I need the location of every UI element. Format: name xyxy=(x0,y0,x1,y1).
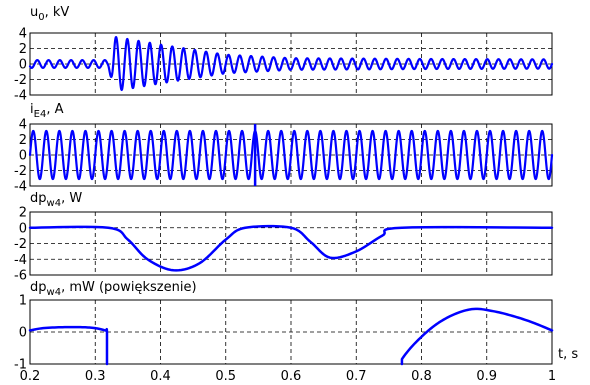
series-line-dpw4-w-0 xyxy=(28,224,554,272)
y-tick-label: 1 xyxy=(19,294,27,309)
x-tick-label: 0.4 xyxy=(150,369,171,384)
y-tick-label: -2 xyxy=(14,73,27,88)
series-line-u0 xyxy=(28,36,554,92)
y-tick-label: -4 xyxy=(14,89,27,104)
panel-u0: u0, kV 420-2-4 xyxy=(14,5,554,104)
panel-dpw4-w: dpw4, W 20-2-4-6 xyxy=(14,191,554,284)
x-tick-label: 0.8 xyxy=(411,369,432,384)
series-u0 xyxy=(28,36,554,92)
x-tick-label: 1 xyxy=(548,369,556,384)
y-tick-label: 0 xyxy=(19,58,27,73)
x-tick-label: 0.2 xyxy=(20,369,41,384)
y-tick-label: 0 xyxy=(19,326,27,341)
title-dpw4-mw: dpw4, mW (powiększenie) xyxy=(30,280,197,298)
title-ie4: iE4, A xyxy=(30,102,64,120)
yticks-ie4: 420-2-4 xyxy=(14,118,27,195)
y-tick-label: 0 xyxy=(19,221,27,236)
panel-ie4: iE4, A 420-2-4 xyxy=(14,102,554,195)
x-tick-label: 0.3 xyxy=(85,369,106,384)
xticks-dpw4-mw: 0.2 0.3 0.4 0.5 0.6 0.7 0.8 0.9 1 xyxy=(20,369,556,384)
y-tick-label: 2 xyxy=(19,206,27,221)
series-line-dpw4-mw-0 xyxy=(28,325,109,366)
title-dpw4-w: dpw4, W xyxy=(30,191,82,209)
y-tick-label: 4 xyxy=(19,27,27,42)
yticks-dpw4-w: 20-2-4-6 xyxy=(14,206,27,284)
y-tick-label: -4 xyxy=(14,253,27,268)
series-line-ie4 xyxy=(28,129,554,181)
series-dpw4-w xyxy=(28,224,554,272)
grid-u0 xyxy=(30,33,552,95)
y-tick-label: 0 xyxy=(19,149,27,164)
grid-dpw4-w xyxy=(30,212,552,275)
x-tick-label: 0.9 xyxy=(476,369,497,384)
y-tick-label: -2 xyxy=(14,237,27,252)
x-tick-label: 0.6 xyxy=(281,369,302,384)
series-ie4 xyxy=(28,124,554,186)
y-tick-label: -4 xyxy=(14,180,27,195)
x-tick-label: 0.7 xyxy=(346,369,367,384)
y-tick-label: 2 xyxy=(19,42,27,57)
y-tick-label: -6 xyxy=(14,269,27,284)
yticks-u0: 420-2-4 xyxy=(14,27,27,104)
title-u0: u0, kV xyxy=(30,5,69,23)
x-axis-label: t, s xyxy=(558,347,578,362)
x-tick-label: 0.5 xyxy=(215,369,236,384)
series-dpw4-mw xyxy=(28,307,554,366)
y-tick-label: 2 xyxy=(19,133,27,148)
y-tick-label: -2 xyxy=(14,164,27,179)
y-tick-label: -1 xyxy=(14,358,27,373)
series-line-dpw4-mw-1 xyxy=(400,307,554,366)
yticks-dpw4-mw: 1 0 -1 xyxy=(14,294,27,373)
y-tick-label: 4 xyxy=(19,118,27,133)
panel-dpw4-mw: dpw4, mW (powiększenie) 10-1 0.2 0.3 0.4 0.… xyxy=(14,280,578,384)
